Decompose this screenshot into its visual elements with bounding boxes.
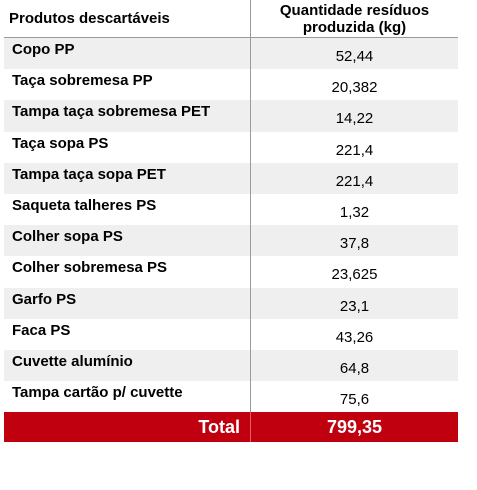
row-quantity: 52,44 bbox=[335, 48, 374, 65]
row-quantity: 221,4 bbox=[335, 141, 374, 159]
table-header: Produtos descartáveis Quantidade resíduo… bbox=[4, 0, 458, 38]
row-quantity: 14,22 bbox=[335, 110, 374, 128]
table-row: Faca PS 43,26 bbox=[4, 318, 458, 350]
row-product: Tampa cartão p/ cuvette bbox=[4, 381, 251, 413]
row-quantity: 221,4 bbox=[335, 172, 374, 190]
row-quantity: 23,1 bbox=[339, 297, 370, 315]
table-row: Colher sopa PS 37,8 bbox=[4, 225, 458, 257]
header-quantity: Quantidade resíduos produzida (kg) bbox=[279, 2, 430, 36]
row-product: Tampa taça sobremesa PET bbox=[4, 100, 251, 132]
row-quantity: 64,8 bbox=[339, 359, 370, 377]
table-row: Tampa taça sobremesa PET 14,22 bbox=[4, 100, 458, 132]
table-row: Colher sobremesa PS 23,625 bbox=[4, 256, 458, 288]
row-product: Faca PS bbox=[4, 318, 251, 350]
table-row: Saqueta talheres PS 1,32 bbox=[4, 193, 458, 226]
row-quantity: 75,6 bbox=[339, 391, 370, 409]
row-quantity: 23,625 bbox=[331, 266, 378, 284]
row-product: Saqueta talheres PS bbox=[4, 193, 251, 226]
waste-table: Produtos descartáveis Quantidade resíduo… bbox=[4, 0, 458, 443]
row-quantity: 20,382 bbox=[331, 79, 378, 97]
row-product: Taça sopa PS bbox=[4, 131, 251, 163]
row-product: Garfo PS bbox=[4, 287, 251, 319]
total-value: 799,35 bbox=[326, 417, 383, 438]
table-row: Cuvette alumínio 64,8 bbox=[4, 349, 458, 382]
table-row: Taça sopa PS 221,4 bbox=[4, 131, 458, 163]
row-quantity: 37,8 bbox=[339, 235, 370, 253]
table-row: Copo PP 52,44 bbox=[4, 38, 458, 70]
total-label: Total bbox=[4, 412, 251, 443]
header-product: Produtos descartáveis bbox=[4, 0, 251, 37]
row-product: Cuvette alumínio bbox=[4, 349, 251, 382]
total-row: Total 799,35 bbox=[4, 412, 458, 443]
row-product: Tampa taça sopa PET bbox=[4, 162, 251, 194]
row-product: Copo PP bbox=[4, 38, 251, 70]
table-row: Taça sobremesa PP 20,382 bbox=[4, 69, 458, 101]
row-product: Colher sobremesa PS bbox=[4, 256, 251, 288]
row-product: Colher sopa PS bbox=[4, 225, 251, 257]
table-row: Garfo PS 23,1 bbox=[4, 287, 458, 319]
table-row: Tampa taça sopa PET 221,4 bbox=[4, 162, 458, 194]
row-quantity: 1,32 bbox=[339, 203, 370, 221]
row-quantity: 43,26 bbox=[335, 328, 374, 346]
row-product: Taça sobremesa PP bbox=[4, 69, 251, 101]
table-row: Tampa cartão p/ cuvette 75,6 bbox=[4, 381, 458, 413]
